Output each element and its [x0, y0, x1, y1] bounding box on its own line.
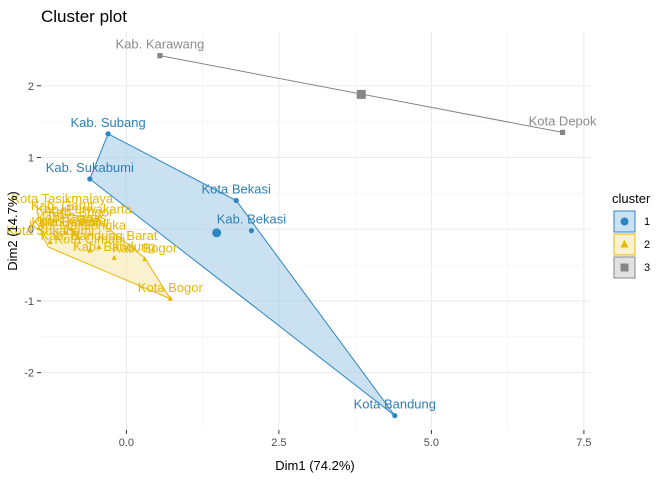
cluster-1-point	[248, 228, 255, 234]
cluster-2-point	[87, 247, 93, 253]
y-axis-title: Dim2 (14.7%)	[5, 191, 20, 270]
point-label: Kab. Bandung Barat	[40, 228, 157, 243]
point-label: Kab. Bogor	[48, 204, 114, 219]
point-label: Kota Sukabumi	[6, 223, 94, 238]
point-label: Kab. Bogor	[112, 240, 178, 255]
legend-key-2-shape	[620, 239, 629, 248]
cluster-3-point	[559, 129, 566, 135]
point-label: Kota Bekasi	[202, 182, 271, 197]
axes: 0.0 2.5 5.0 7.5 -2 -1 0 1 2	[24, 81, 591, 449]
point-label: Kab. Purwakarta	[36, 202, 133, 217]
point-label: Kab. Cianjur	[39, 214, 111, 229]
legend-label-3: 3	[644, 262, 650, 274]
cluster-2-point	[96, 244, 102, 250]
point-labels: Kab. Subang Kab. Sukabumi Kota Bekasi Kab. …	[6, 37, 597, 412]
x-tick-label: 2.5	[271, 437, 286, 449]
point-label: Kota Bogor	[138, 280, 204, 295]
cluster-3-point	[157, 53, 163, 59]
cluster-2-point	[111, 254, 117, 260]
point-label: Kab. Subang	[71, 115, 146, 130]
x-tick-label: 5.0	[424, 437, 439, 449]
grid-lines	[41, 32, 590, 430]
point-label: Kota Banjar	[31, 214, 100, 229]
cluster-1-point	[105, 131, 111, 137]
point-label: Kab. Ciamis	[36, 210, 107, 225]
y-tick-label: -2	[24, 368, 34, 380]
cluster-2-point	[62, 229, 68, 235]
cluster-3-centroid	[356, 89, 366, 99]
x-tick-label: 7.5	[576, 437, 591, 449]
x-axis-title: Dim1 (74.2%)	[275, 458, 354, 473]
legend-label-1: 1	[644, 216, 650, 228]
point-label: Kab. Bandung	[73, 239, 155, 254]
legend: cluster 1 2 3	[612, 191, 651, 279]
point-label: Kota Tasikmalaya	[12, 191, 114, 206]
point-label: Kota Cimahi	[54, 232, 125, 247]
point-label: Kab. Majalengka	[29, 217, 127, 232]
cluster-1-point	[233, 197, 239, 204]
cluster-2-point	[142, 256, 148, 262]
y-tick-label: -1	[24, 296, 34, 308]
cluster-2-point	[78, 220, 84, 226]
cluster-2-point	[59, 206, 65, 212]
point-label: Kota Bandung	[354, 397, 436, 412]
cluster-1-centroid	[212, 228, 222, 238]
legend-title: cluster	[612, 191, 651, 206]
point-label: Kab. Sukabumi	[46, 160, 134, 175]
point-label: Kota Depok	[529, 113, 597, 128]
point-label: Kab. Bekasi	[217, 212, 286, 227]
cluster-2-point	[68, 226, 75, 232]
cluster-2-point	[47, 239, 53, 245]
plot-panel	[41, 32, 590, 430]
legend-key-1-shape	[620, 217, 629, 226]
cluster-2-point	[167, 295, 173, 301]
cluster-2-point	[59, 214, 65, 219]
cluster-2-point	[71, 229, 78, 235]
y-tick-label: 0	[28, 224, 34, 236]
data-points	[47, 53, 566, 419]
legend-key-3-shape	[620, 263, 629, 272]
cluster-1-point	[392, 413, 398, 419]
point-label: Kab. Garut	[31, 198, 94, 213]
legend-label-2: 2	[644, 239, 650, 251]
cluster-2-point	[75, 233, 81, 239]
cluster-1-point	[87, 176, 93, 182]
x-tick-label: 0.0	[119, 437, 134, 449]
y-tick-label: 2	[28, 81, 34, 93]
point-label: Kab. Karawang	[115, 37, 204, 52]
chart-title: Cluster plot	[41, 7, 127, 26]
cluster-2-point	[81, 217, 87, 223]
y-tick-label: 1	[28, 152, 34, 164]
